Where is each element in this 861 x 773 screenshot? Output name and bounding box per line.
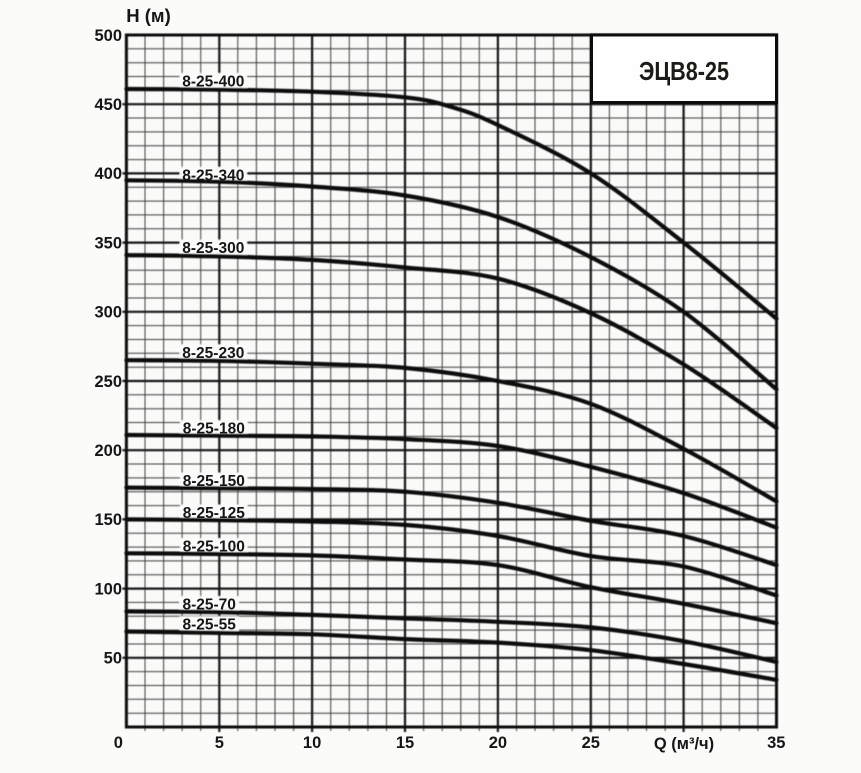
svg-text:25: 25 (582, 734, 600, 752)
svg-text:400: 400 (94, 165, 122, 183)
svg-text:20: 20 (489, 734, 507, 752)
svg-text:100: 100 (94, 580, 122, 598)
svg-text:8-25-400: 8-25-400 (182, 73, 244, 90)
svg-text:H (м): H (м) (126, 5, 171, 26)
svg-text:0: 0 (114, 734, 123, 752)
svg-text:8-25-230: 8-25-230 (182, 345, 244, 362)
svg-text:350: 350 (94, 234, 122, 252)
svg-text:Q (м³/ч): Q (м³/ч) (654, 735, 714, 753)
svg-text:ЭЦВ8-25: ЭЦВ8-25 (639, 56, 729, 86)
svg-text:8-25-125: 8-25-125 (183, 505, 245, 522)
svg-text:5: 5 (215, 734, 224, 752)
svg-text:8-25-180: 8-25-180 (183, 421, 245, 438)
svg-text:8-25-55: 8-25-55 (182, 617, 236, 634)
svg-text:10: 10 (303, 734, 321, 752)
svg-text:300: 300 (94, 304, 122, 322)
svg-text:150: 150 (94, 511, 122, 529)
svg-text:35: 35 (767, 734, 785, 752)
svg-text:15: 15 (396, 734, 414, 752)
svg-text:200: 200 (94, 442, 122, 460)
svg-text:250: 250 (94, 373, 122, 391)
svg-text:8-25-300: 8-25-300 (182, 240, 244, 257)
svg-text:500: 500 (94, 27, 122, 45)
svg-text:8-25-150: 8-25-150 (183, 473, 245, 490)
svg-text:8-25-100: 8-25-100 (183, 539, 245, 556)
svg-text:8-25-340: 8-25-340 (182, 167, 244, 184)
svg-text:50: 50 (104, 650, 122, 668)
svg-text:8-25-70: 8-25-70 (182, 597, 235, 614)
svg-text:450: 450 (94, 96, 122, 114)
